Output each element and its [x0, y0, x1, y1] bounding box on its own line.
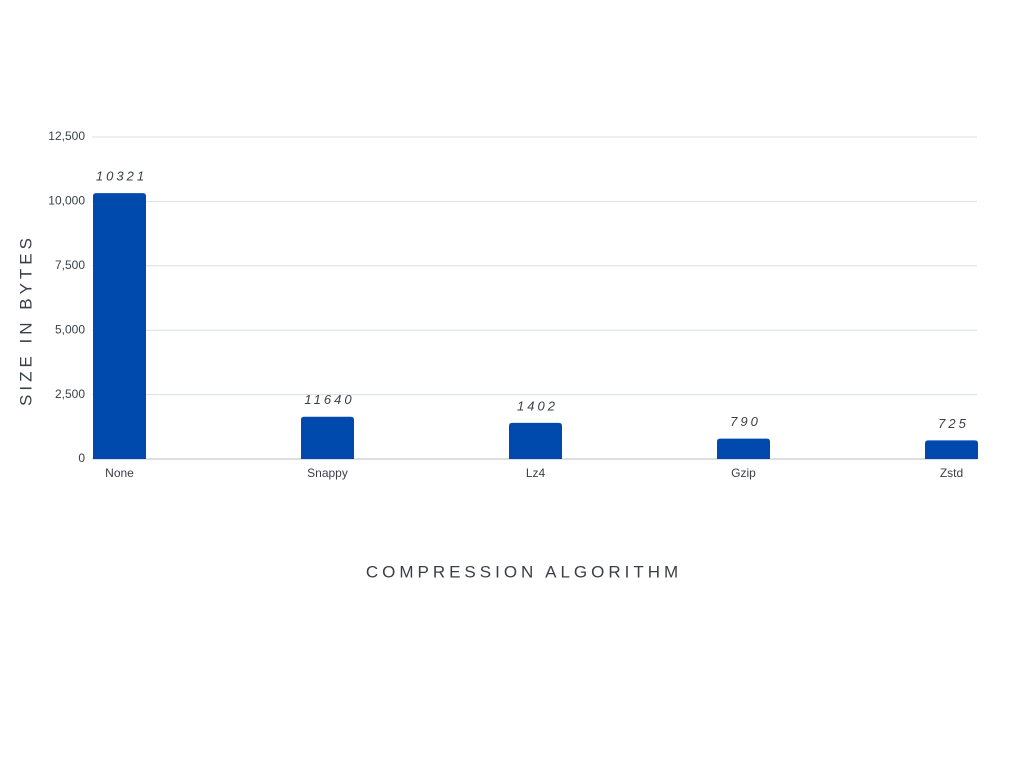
y-tick-label: 0	[78, 451, 85, 465]
y-tick-label: 12,500	[48, 129, 85, 143]
x-tick-label: Lz4	[526, 466, 546, 480]
bar	[301, 416, 354, 459]
bar	[93, 193, 146, 459]
bar	[509, 422, 562, 459]
x-tick-label: Gzip	[731, 466, 756, 480]
x-tick-label: None	[105, 466, 134, 480]
x-tick-label: Zstd	[940, 466, 963, 480]
y-tick-label: 10,000	[48, 194, 85, 208]
y-tick-label: 7,500	[55, 258, 85, 272]
data-label: 1402	[517, 398, 558, 413]
data-label: 11640	[304, 392, 354, 407]
bar	[925, 440, 978, 459]
data-label: 790	[730, 414, 761, 429]
x-axis-title: COMPRESSION ALGORITHM	[366, 562, 682, 581]
y-tick-label: 2,500	[55, 387, 85, 401]
data-label: 10321	[96, 169, 147, 184]
x-tick-label: Snappy	[307, 466, 348, 480]
data-label: 725	[938, 416, 969, 431]
y-tick-label: 5,000	[55, 322, 85, 336]
y-axis-title: SIZE IN BYTES	[16, 234, 35, 406]
bar	[717, 438, 770, 459]
